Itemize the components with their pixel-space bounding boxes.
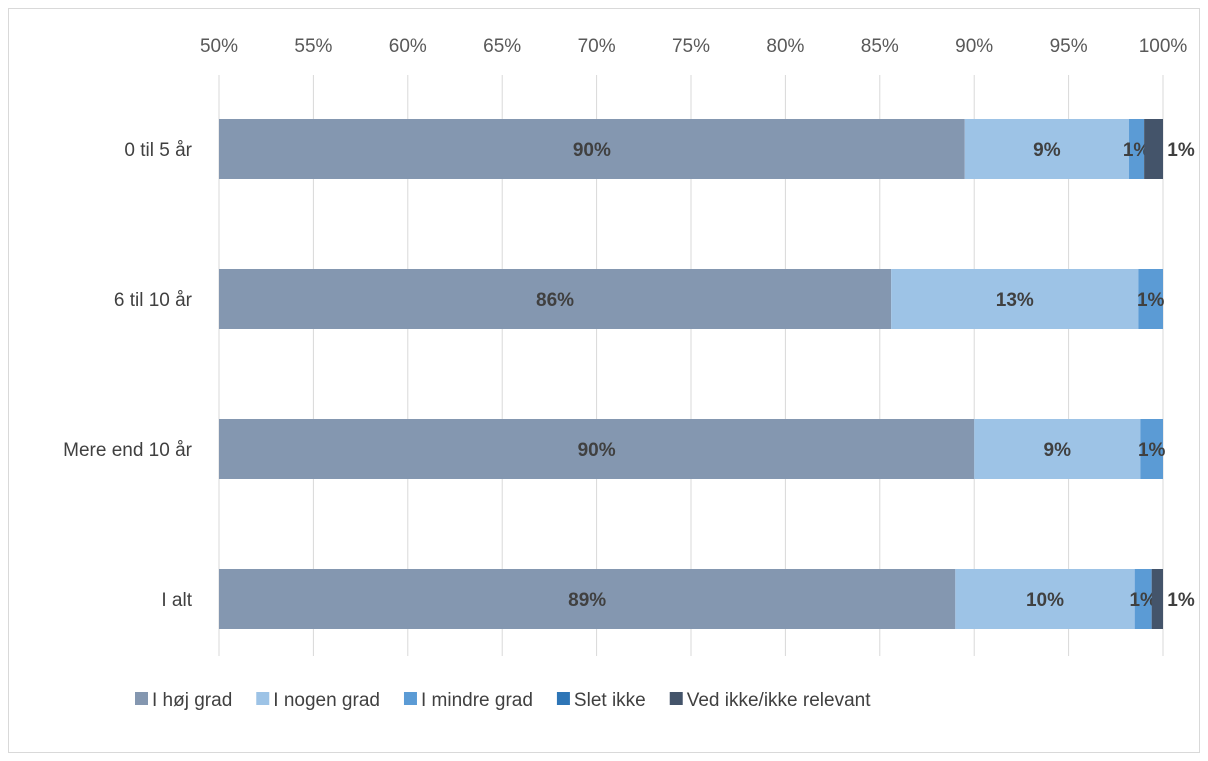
bar-segment bbox=[219, 569, 956, 629]
x-tick-label: 55% bbox=[294, 36, 332, 57]
x-tick-label: 90% bbox=[955, 36, 993, 57]
x-tick-label: 80% bbox=[766, 36, 804, 57]
data-label: 1% bbox=[1138, 440, 1166, 461]
bar-segment bbox=[219, 269, 892, 329]
x-tick-label: 95% bbox=[1050, 36, 1088, 57]
data-label: 89% bbox=[568, 590, 606, 611]
bar-segment bbox=[1134, 569, 1152, 629]
bar-segment bbox=[219, 119, 965, 179]
bar-segment bbox=[1140, 419, 1163, 479]
x-tick-label: 85% bbox=[861, 36, 899, 57]
x-tick-label: 75% bbox=[672, 36, 710, 57]
data-label: 9% bbox=[1033, 140, 1061, 161]
x-tick-label: 50% bbox=[200, 36, 238, 57]
category-label: Mere end 10 år bbox=[63, 440, 193, 461]
x-tick-label: 100% bbox=[1139, 36, 1188, 57]
legend-label: I høj grad bbox=[152, 690, 232, 711]
data-label: 86% bbox=[536, 290, 574, 311]
data-label: 1% bbox=[1167, 590, 1195, 611]
legend-label: I nogen grad bbox=[273, 690, 380, 711]
bar-segment bbox=[1144, 119, 1163, 179]
data-label: 90% bbox=[578, 440, 616, 461]
legend-swatch bbox=[135, 692, 148, 705]
bar-segment bbox=[891, 269, 1139, 329]
data-label: 1% bbox=[1137, 290, 1165, 311]
legend-swatch bbox=[669, 692, 683, 705]
legend-label: Ved ikke/ikke relevant bbox=[687, 690, 871, 711]
legend-label: Slet ikke bbox=[574, 690, 646, 711]
data-label: 1% bbox=[1129, 590, 1157, 611]
bar-segment bbox=[219, 419, 975, 479]
legend-swatch bbox=[556, 692, 570, 705]
data-label: 10% bbox=[1026, 590, 1064, 611]
x-tick-label: 60% bbox=[389, 36, 427, 57]
bar-segment bbox=[1129, 119, 1145, 179]
x-tick-label: 70% bbox=[578, 36, 616, 57]
category-label: 0 til 5 år bbox=[124, 140, 192, 161]
x-tick-label: 65% bbox=[483, 36, 521, 57]
legend-swatch bbox=[403, 692, 417, 705]
data-label: 9% bbox=[1044, 440, 1072, 461]
data-label: 13% bbox=[996, 290, 1034, 311]
data-label: 1% bbox=[1123, 140, 1151, 161]
data-label: 1% bbox=[1167, 140, 1195, 161]
legend-swatch bbox=[256, 692, 270, 705]
category-label: 6 til 10 år bbox=[114, 290, 193, 311]
bar-segment bbox=[964, 119, 1130, 179]
data-label: 90% bbox=[573, 140, 611, 161]
bar-segment bbox=[974, 419, 1141, 479]
bar-segment bbox=[1151, 569, 1163, 629]
legend-label: I mindre grad bbox=[421, 690, 533, 711]
category-label: I alt bbox=[161, 590, 192, 611]
bar-segment bbox=[1138, 269, 1163, 329]
bar-segment bbox=[955, 569, 1135, 629]
